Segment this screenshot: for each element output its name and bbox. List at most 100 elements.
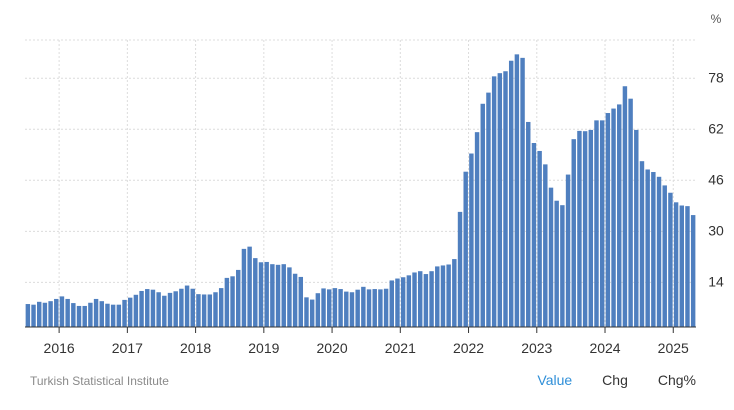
bar[interactable] xyxy=(270,264,275,327)
tab-chg-percent[interactable]: Chg% xyxy=(657,372,696,388)
bar[interactable] xyxy=(236,269,241,327)
bar[interactable] xyxy=(150,289,156,327)
bar[interactable] xyxy=(435,266,440,327)
bar[interactable] xyxy=(565,174,571,327)
bar[interactable] xyxy=(503,71,508,327)
bar[interactable] xyxy=(184,285,190,327)
bar[interactable] xyxy=(366,289,372,327)
bar[interactable] xyxy=(497,73,503,327)
bar[interactable] xyxy=(571,139,576,327)
bar[interactable] xyxy=(156,292,161,327)
bar[interactable] xyxy=(275,264,281,327)
bar[interactable] xyxy=(173,291,178,327)
bar[interactable] xyxy=(463,171,468,327)
bar[interactable] xyxy=(423,274,429,327)
bar[interactable] xyxy=(605,113,611,327)
bar[interactable] xyxy=(48,301,53,327)
bar[interactable] xyxy=(617,104,622,327)
bar[interactable] xyxy=(139,290,144,327)
bar[interactable] xyxy=(65,298,70,327)
bar[interactable] xyxy=(116,304,122,327)
bar[interactable] xyxy=(679,205,685,328)
bar[interactable] xyxy=(668,192,673,327)
bar[interactable] xyxy=(406,275,412,327)
bar[interactable] xyxy=(560,205,565,327)
bar[interactable] xyxy=(372,289,377,327)
bar[interactable] xyxy=(526,121,531,327)
bar[interactable] xyxy=(645,169,650,327)
bar[interactable] xyxy=(656,176,662,327)
bar[interactable] xyxy=(93,298,99,327)
bar[interactable] xyxy=(543,164,548,327)
bar[interactable] xyxy=(71,303,76,327)
bar[interactable] xyxy=(127,297,133,327)
bar[interactable] xyxy=(25,304,31,327)
bar[interactable] xyxy=(400,277,406,327)
bar[interactable] xyxy=(639,161,645,327)
bar[interactable] xyxy=(110,304,116,327)
bar[interactable] xyxy=(440,265,446,327)
bar[interactable] xyxy=(651,172,656,327)
bar[interactable] xyxy=(389,280,394,327)
bar[interactable] xyxy=(685,206,690,327)
bar[interactable] xyxy=(599,120,605,327)
bar[interactable] xyxy=(469,153,474,327)
bar[interactable] xyxy=(577,130,582,327)
bar[interactable] xyxy=(133,294,139,327)
bar[interactable] xyxy=(412,272,417,327)
bar[interactable] xyxy=(349,292,355,327)
bar[interactable] xyxy=(588,129,594,327)
bar[interactable] xyxy=(361,286,366,327)
bar[interactable] xyxy=(537,150,542,327)
bar[interactable] xyxy=(179,288,184,327)
bar[interactable] xyxy=(344,291,349,327)
bar[interactable] xyxy=(304,297,309,327)
bar[interactable] xyxy=(37,301,42,327)
bar[interactable] xyxy=(213,292,218,327)
bar[interactable] xyxy=(31,304,36,327)
bar[interactable] xyxy=(201,294,207,327)
bar[interactable] xyxy=(457,211,463,327)
bar[interactable] xyxy=(520,57,525,328)
bar[interactable] xyxy=(594,120,599,327)
bar[interactable] xyxy=(417,271,423,327)
bar[interactable] xyxy=(230,276,235,327)
bar[interactable] xyxy=(446,264,451,328)
bar[interactable] xyxy=(162,295,167,327)
bar[interactable] xyxy=(105,303,110,327)
bar[interactable] xyxy=(508,60,514,327)
bar[interactable] xyxy=(59,296,65,327)
bar[interactable] xyxy=(548,187,554,327)
bar[interactable] xyxy=(486,92,491,328)
bar[interactable] xyxy=(611,108,616,327)
bar[interactable] xyxy=(218,288,224,327)
tab-chg[interactable]: Chg xyxy=(602,372,628,388)
bar[interactable] xyxy=(298,276,304,327)
bar[interactable] xyxy=(145,289,150,327)
bar[interactable] xyxy=(207,294,213,327)
bar[interactable] xyxy=(122,299,127,327)
bar[interactable] xyxy=(321,288,326,327)
bar[interactable] xyxy=(258,262,264,327)
bar[interactable] xyxy=(196,294,201,327)
bar[interactable] xyxy=(491,76,497,327)
bar[interactable] xyxy=(190,288,195,327)
bar[interactable] xyxy=(327,289,332,327)
bar[interactable] xyxy=(662,185,667,327)
bar[interactable] xyxy=(241,248,247,327)
bar[interactable] xyxy=(42,302,48,327)
bar[interactable] xyxy=(253,258,258,327)
bar[interactable] xyxy=(582,131,588,327)
bar[interactable] xyxy=(429,271,434,327)
bar[interactable] xyxy=(309,299,315,327)
bar[interactable] xyxy=(247,246,252,327)
bar[interactable] xyxy=(634,129,639,327)
bar[interactable] xyxy=(480,103,485,327)
bar[interactable] xyxy=(292,273,298,327)
bar[interactable] xyxy=(224,277,230,327)
bar[interactable] xyxy=(378,289,383,327)
bar[interactable] xyxy=(287,267,292,327)
bar[interactable] xyxy=(99,301,104,327)
bar[interactable] xyxy=(315,293,321,327)
bar[interactable] xyxy=(167,292,173,327)
